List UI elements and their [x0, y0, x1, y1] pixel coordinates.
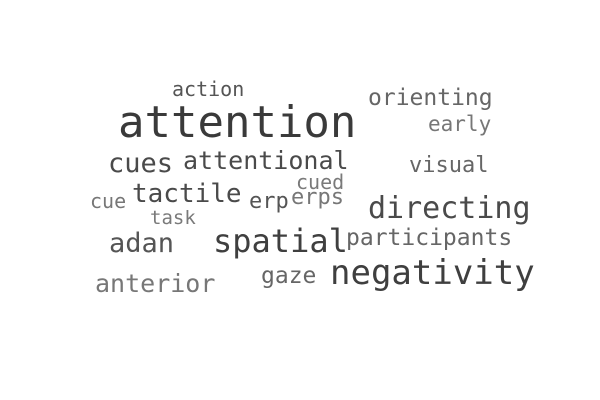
word-directing: directing — [368, 191, 531, 226]
word-cue: cue — [90, 189, 127, 213]
word-tactile: tactile — [132, 179, 242, 209]
word-visual: visual — [409, 153, 489, 178]
word-orienting: orienting — [368, 85, 493, 111]
word-attention: attention — [118, 97, 357, 148]
word-spatial: spatial — [213, 222, 348, 260]
word-erp: erp — [249, 189, 289, 214]
word-erps: erps — [291, 185, 344, 210]
word-task: task — [150, 207, 196, 229]
word-anterior: anterior — [95, 269, 216, 298]
word-participants: participants — [346, 225, 513, 251]
word-early: early — [428, 112, 492, 136]
word-gaze: gaze — [261, 263, 317, 289]
word-adan: adan — [109, 228, 175, 259]
word-action: action — [172, 77, 245, 101]
word-cued: cued — [296, 170, 345, 194]
word-attentional: attentional — [183, 146, 349, 175]
word-cues: cues — [108, 148, 174, 179]
word-negativity: negativity — [330, 253, 535, 293]
